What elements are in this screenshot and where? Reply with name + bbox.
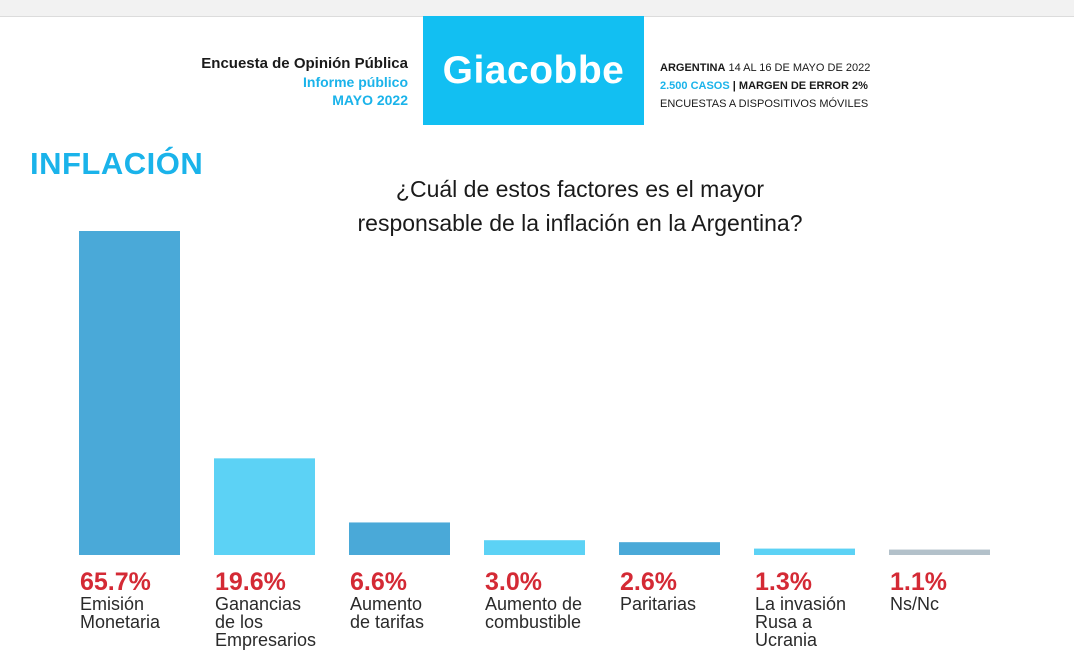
bar-0 — [79, 231, 180, 555]
category-label-1-1: de los — [215, 612, 263, 632]
category-label-5-0: La invasión — [755, 594, 846, 614]
sample-info: 2.500 CASOS | MARGEN DE ERROR 2% — [660, 77, 870, 95]
brand-logo: Giacobbe — [442, 49, 625, 92]
value-label-2: 6.6% — [350, 568, 407, 596]
question: ¿Cuál de estos factores es el mayor resp… — [280, 172, 880, 240]
field-info: ARGENTINA 14 AL 16 DE MAYO DE 2022 — [660, 59, 870, 77]
cases: 2.500 CASOS — [660, 80, 730, 92]
category-label-2-0: Aumento — [350, 594, 422, 614]
value-label-1: 19.6% — [215, 568, 286, 596]
bar-3 — [484, 540, 585, 555]
bar-4 — [619, 542, 720, 555]
survey-title: Encuesta de Opinión Pública — [201, 55, 408, 72]
category-label-3-0: Aumento de — [485, 594, 582, 614]
category-label-3-1: combustible — [485, 612, 581, 632]
category-label-5-2: Ucrania — [755, 630, 818, 650]
category-label-5-1: Rusa a — [755, 612, 813, 632]
survey-method: ENCUESTAS A DISPOSITIVOS MÓVILES — [660, 98, 869, 110]
value-label-3: 3.0% — [485, 568, 542, 596]
value-label-0: 65.7% — [80, 568, 151, 596]
question-line-1: ¿Cuál de estos factores es el mayor — [395, 176, 765, 202]
question-line-2: responsable de la inflación en la Argent… — [357, 210, 803, 236]
section-title: INFLACIÓN — [30, 146, 204, 181]
category-label-0-1: Monetaria — [80, 612, 161, 632]
value-label-6: 1.1% — [890, 568, 947, 596]
report-info: Encuesta de Opinión Pública Informe públ… — [201, 55, 408, 109]
category-label-0-0: Emisión — [80, 594, 144, 614]
bar-5 — [754, 548, 855, 555]
bar-1 — [214, 458, 315, 555]
category-label-2-1: de tarifas — [350, 612, 424, 632]
margin-of-error: MARGEN DE ERROR 2% — [738, 80, 868, 92]
field-dates: 14 AL 16 DE MAYO DE 2022 — [728, 62, 871, 74]
survey-details: ARGENTINA 14 AL 16 DE MAYO DE 2022 2.500… — [660, 59, 870, 113]
value-label-4: 2.6% — [620, 568, 677, 596]
report-type: Informe público — [303, 74, 408, 90]
category-label-1-0: Ganancias — [215, 594, 301, 614]
category-label-4-0: Paritarias — [620, 594, 696, 614]
bar-2 — [349, 522, 450, 555]
value-label-5: 1.3% — [755, 568, 812, 596]
report-date: MAYO 2022 — [332, 92, 408, 108]
category-label-6-0: Ns/Nc — [890, 594, 939, 614]
country: ARGENTINA — [660, 62, 726, 74]
bar-6 — [889, 549, 990, 555]
separator: | — [732, 80, 736, 92]
category-label-1-2: Empresarios — [215, 630, 316, 650]
brand-logo-box: Giacobbe — [423, 16, 644, 125]
